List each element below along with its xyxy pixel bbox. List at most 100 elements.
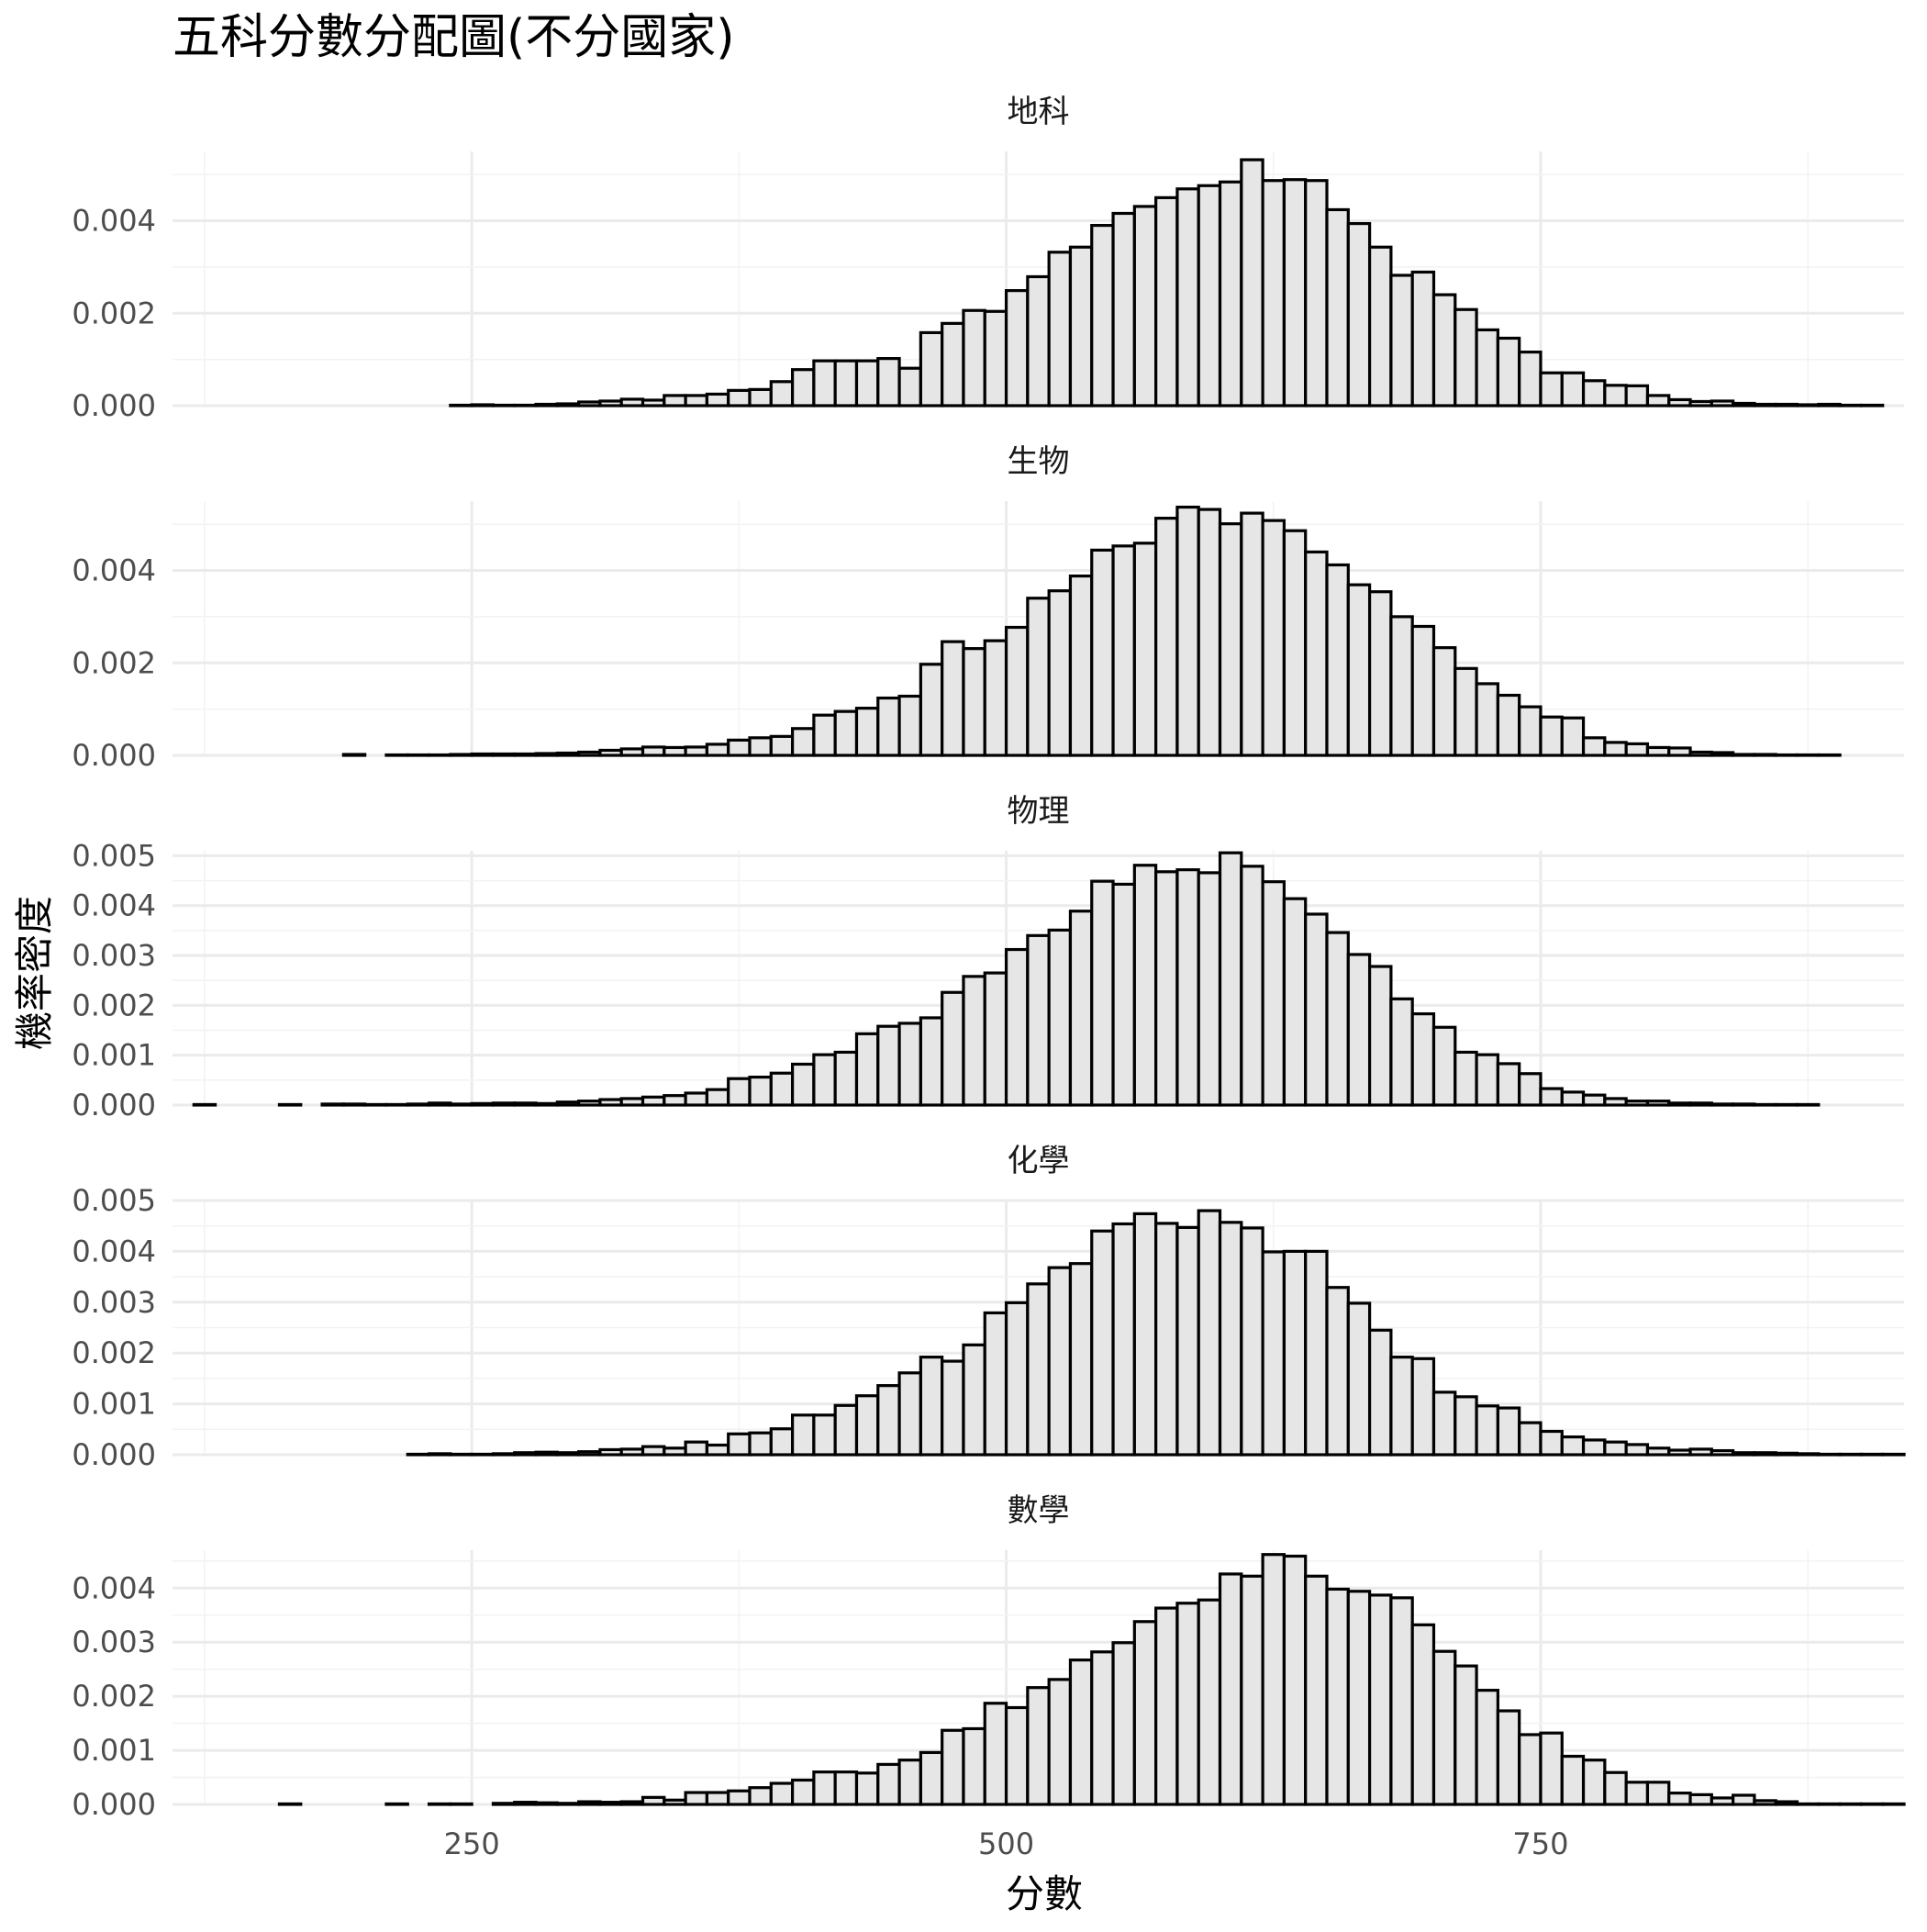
histogram-bar — [491, 1101, 517, 1107]
histogram-bar — [1753, 753, 1777, 757]
histogram-bar — [1581, 736, 1607, 757]
histogram-bar — [812, 1413, 837, 1457]
histogram-bar — [1389, 997, 1414, 1107]
histogram-bar — [919, 330, 944, 408]
histogram-bar — [1774, 1451, 1799, 1457]
histogram-bar — [663, 394, 687, 408]
y-tick-label: 0.001 — [72, 1038, 156, 1073]
histogram-bar — [1410, 1357, 1436, 1457]
histogram-bar — [1240, 511, 1264, 757]
histogram-bar — [1111, 882, 1136, 1107]
histogram-bar — [491, 752, 517, 757]
x-axis: 250 500 750 — [444, 1826, 1569, 1861]
histogram-bar — [1197, 1209, 1222, 1457]
histogram-bar — [1518, 1421, 1543, 1457]
histogram-bar — [1688, 1792, 1713, 1806]
histogram-bar — [705, 1791, 730, 1806]
histogram-bar — [1068, 1658, 1094, 1806]
facet-panel-4: 化學 0.000 0.001 0.002 0.003 0.004 0.005 — [72, 1143, 1906, 1472]
y-tick-label: 0.000 — [72, 738, 156, 773]
histogram-bar — [1026, 1282, 1051, 1457]
histogram-bar — [1304, 1574, 1329, 1806]
histogram-bar — [1175, 187, 1200, 408]
histogram-bar — [619, 1097, 645, 1107]
x-tick-label: 500 — [978, 1826, 1034, 1861]
histogram-bar — [1603, 741, 1628, 757]
histogram-bar — [1026, 274, 1051, 408]
histogram-bar — [1047, 251, 1073, 408]
histogram-bar — [1047, 1266, 1073, 1457]
histogram-bar — [1774, 1800, 1799, 1806]
y-tick-label: 0.004 — [72, 204, 156, 239]
histogram-bar — [1090, 1229, 1115, 1457]
histogram-bar — [1090, 548, 1115, 757]
histogram-bar — [1645, 1100, 1671, 1107]
histogram-bar — [1325, 207, 1350, 408]
histogram-bar — [897, 1022, 922, 1107]
histogram-bar — [1154, 195, 1179, 408]
histogram-bar — [1410, 1012, 1436, 1107]
histogram-bar — [705, 1443, 730, 1457]
y-tick-label: 0.001 — [72, 1387, 156, 1422]
histogram-bar — [555, 1100, 581, 1107]
histogram-bar — [619, 1447, 645, 1457]
histogram-bar — [1431, 1390, 1457, 1457]
histogram-bar — [705, 1088, 730, 1107]
y-tick-label: 0.001 — [72, 1733, 156, 1768]
histogram-bar — [1624, 384, 1650, 408]
histogram-bar — [1838, 1452, 1864, 1457]
histogram-bar — [555, 751, 581, 757]
histogram-bar — [1560, 1435, 1586, 1457]
histogram-bar — [449, 403, 473, 408]
histogram-bar — [1817, 402, 1842, 408]
histogram-bar — [962, 647, 986, 757]
histogram-bar — [727, 388, 752, 408]
histogram-bar — [663, 1798, 687, 1806]
histogram-bar — [1645, 1446, 1671, 1457]
histogram-bar — [363, 1102, 388, 1107]
y-tick-label: 0.000 — [72, 1088, 156, 1122]
histogram-bar — [769, 734, 795, 757]
y-tick-label: 0.003 — [72, 1285, 156, 1320]
y-tick-label: 0.004 — [72, 888, 156, 923]
histogram-bar — [1304, 1249, 1329, 1457]
histogram-bar — [897, 1759, 922, 1806]
histogram-bar — [1710, 751, 1735, 757]
histogram-bar — [1154, 517, 1179, 757]
histogram-bar — [1218, 851, 1243, 1107]
histogram-bar — [1774, 1102, 1799, 1107]
histogram-bar — [1154, 1606, 1179, 1806]
histogram-bar — [449, 1452, 473, 1457]
histogram-bar — [534, 752, 559, 757]
histogram-bar — [1688, 1101, 1713, 1107]
histogram-bar — [470, 1101, 496, 1107]
histogram-bar — [1817, 1452, 1842, 1457]
histogram-bar — [598, 748, 623, 757]
histogram-bar — [727, 1789, 752, 1806]
histogram-bar — [341, 753, 367, 757]
histogram-bar — [790, 727, 816, 757]
histogram-bar — [812, 1053, 837, 1107]
histogram-bar — [1581, 1093, 1607, 1107]
y-tick-label: 0.000 — [72, 1787, 156, 1822]
histogram-bar — [1175, 1225, 1200, 1457]
histogram-bar — [790, 1413, 816, 1457]
histogram-bar — [983, 1702, 1008, 1806]
histogram-bar — [1475, 682, 1499, 757]
histogram-bar — [1667, 397, 1692, 408]
histogram-bar — [1132, 542, 1158, 757]
histogram-bar — [1218, 522, 1243, 757]
histogram-bar — [1710, 1448, 1735, 1457]
histogram-bar — [427, 1452, 452, 1457]
histogram-bar — [941, 640, 965, 757]
y-tick-label: 0.004 — [72, 1234, 156, 1268]
histogram-bar — [1047, 589, 1073, 757]
histogram-bar — [1346, 953, 1372, 1107]
histogram-bar — [1346, 1301, 1372, 1457]
histogram-bar — [1389, 1356, 1414, 1457]
histogram-bar — [833, 1770, 859, 1806]
histogram-bar — [1282, 529, 1308, 757]
histogram-bar — [833, 1050, 859, 1107]
histogram-bar — [1090, 879, 1115, 1107]
facet-strip-label: 化學 — [1008, 1143, 1070, 1179]
